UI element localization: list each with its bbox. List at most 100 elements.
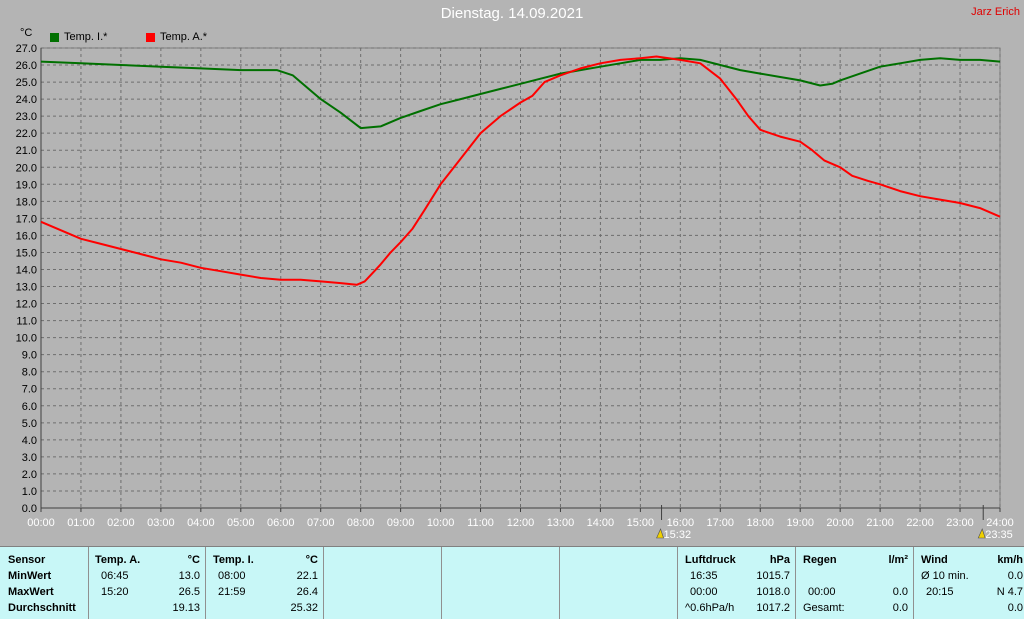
temp-i-unit: °C <box>305 554 318 566</box>
pressure-r3-label: ^0.6hPa/h <box>685 602 735 614</box>
x-tick-label: 15:00 <box>627 517 655 529</box>
y-tick-label: 1.0 <box>22 486 37 498</box>
x-tick-label: 14:00 <box>587 517 615 529</box>
x-tick-label: 07:00 <box>307 517 335 529</box>
temp-i-max-time: 21:59 <box>218 586 246 598</box>
legend-item-indoor: Temp. I.* <box>50 31 107 43</box>
y-tick-label: 2.0 <box>22 469 37 481</box>
marker-label: 23:35 <box>985 529 1013 541</box>
x-tick-label: 02:00 <box>107 517 135 529</box>
pressure-unit: hPa <box>769 554 790 566</box>
y-tick-label: 5.0 <box>22 418 37 430</box>
legend-swatch-outdoor <box>146 32 155 42</box>
y-tick-label: 18.0 <box>16 196 37 208</box>
pressure-column: Luftdruck hPa 16:35 1015.7 00:00 1018.0 … <box>677 547 796 619</box>
y-tick-label: 19.0 <box>16 179 37 191</box>
y-tick-label: 20.0 <box>16 162 37 174</box>
rain-r2-value: 0.0 <box>892 586 908 598</box>
pressure-r3-value: 1017.2 <box>756 602 790 614</box>
rain-r3-value: 0.0 <box>892 602 908 614</box>
y-tick-label: 13.0 <box>16 282 37 294</box>
temp-a-unit: °C <box>187 554 200 566</box>
y-tick-label: 14.0 <box>16 264 37 276</box>
wind-r1-value: 0.0 <box>1007 570 1023 582</box>
marker-label: 15:32 <box>664 529 692 541</box>
x-tick-label: 12:00 <box>507 517 535 529</box>
pressure-r2-label: 00:00 <box>690 586 718 598</box>
temp-i-min-time: 08:00 <box>218 570 246 582</box>
wind-r1-label: Ø 10 min. <box>921 570 969 582</box>
sensor-column: Sensor MinWert MaxWert Durchschnitt <box>0 547 88 619</box>
x-tick-label: 05:00 <box>227 517 255 529</box>
wind-r3-value: 0.0 <box>1007 602 1023 614</box>
marker-icon <box>977 528 986 539</box>
row-label-min: MinWert <box>8 570 52 582</box>
rain-r2-label: 00:00 <box>808 586 836 598</box>
wind-r2-value: N 4.7 <box>996 586 1023 598</box>
temp-i-header: Temp. I. <box>213 554 254 566</box>
x-tick-label: 04:00 <box>187 517 215 529</box>
x-tick-label: 20:00 <box>826 517 854 529</box>
pressure-r1-value: 1015.7 <box>756 570 790 582</box>
wind-column: Wind km/h Ø 10 min. 0.0 20:15 N 4.7 0.0 <box>913 547 1024 619</box>
legend-label-indoor: Temp. I.* <box>64 31 108 43</box>
temperature-chart: 0.0 1.0 2.0 3.0 4.0 5.0 6.0 7.0 8.0 9.0 10.0 11.0 12… <box>16 43 1014 541</box>
y-tick-label: 3.0 <box>22 452 37 464</box>
temp-a-max-value: 26.5 <box>178 586 200 598</box>
x-tick-label: 01:00 <box>67 517 95 529</box>
x-tick-label: 03:00 <box>147 517 175 529</box>
x-tick-label: 06:00 <box>267 517 295 529</box>
series-line-indoor <box>40 57 1001 130</box>
temp-a-min-time: 06:45 <box>101 570 129 582</box>
summary-panel: Sensor MinWert MaxWert Durchschnitt Temp… <box>0 546 1024 619</box>
y-tick-label: 0.0 <box>22 503 37 515</box>
temp-a-header: Temp. A. <box>95 554 141 566</box>
marker-icon <box>656 528 664 539</box>
y-tick-label: 25.0 <box>16 77 37 89</box>
x-tick-label: 19:00 <box>786 517 814 529</box>
x-tick-label: 10:00 <box>427 517 455 529</box>
y-axis-unit: °C <box>20 27 33 39</box>
y-tick-label: 24.0 <box>16 94 37 106</box>
x-tick-label: 21:00 <box>866 517 894 529</box>
wind-header: Wind <box>921 554 948 566</box>
temp-a-max-time: 15:20 <box>101 586 129 598</box>
empty-column-3 <box>559 547 678 619</box>
y-tick-label: 21.0 <box>16 145 37 157</box>
pressure-r1-label: 16:35 <box>690 570 718 582</box>
legend-label-outdoor: Temp. A.* <box>160 31 208 43</box>
y-tick-label: 17.0 <box>16 213 37 225</box>
y-tick-label: 27.0 <box>16 43 37 55</box>
empty-column-2 <box>441 547 560 619</box>
y-tick-label: 9.0 <box>22 350 37 362</box>
temp-i-avg: 25.32 <box>290 602 318 614</box>
y-tick-label: 4.0 <box>22 435 37 447</box>
x-tick-label: 00:00 <box>27 517 55 529</box>
wind-unit: km/h <box>997 554 1023 566</box>
temp-a-avg: 19.13 <box>172 602 200 614</box>
y-tick-label: 12.0 <box>16 299 37 311</box>
x-tick-label: 22:00 <box>906 517 934 529</box>
x-tick-label: 16:00 <box>667 517 695 529</box>
pressure-header: Luftdruck <box>685 554 736 566</box>
temp-i-max-value: 26.4 <box>296 586 318 598</box>
y-tick-label: 15.0 <box>16 247 37 259</box>
sensor-header: Sensor <box>8 554 46 566</box>
rain-unit: l/m² <box>888 554 908 566</box>
wind-r2-label: 20:15 <box>926 586 954 598</box>
y-tick-label: 11.0 <box>16 316 37 328</box>
x-tick-label: 17:00 <box>707 517 735 529</box>
temp-a-column: Temp. A. °C 06:45 13.0 15:20 26.5 19.13 <box>88 547 206 619</box>
empty-column-1 <box>323 547 442 619</box>
legend-swatch-indoor <box>50 32 59 42</box>
series-line-outdoor <box>40 55 1001 286</box>
row-label-avg: Durchschnitt <box>8 602 76 614</box>
rain-header: Regen <box>803 554 837 566</box>
legend-item-outdoor: Temp. A.* <box>146 31 207 43</box>
temp-i-min-value: 22.1 <box>296 570 318 582</box>
rain-column: Regen l/m² 00:00 0.0 Gesamt: 0.0 <box>795 547 914 619</box>
x-tick-label: 23:00 <box>946 517 974 529</box>
temp-i-column: Temp. I. °C 08:00 22.1 21:59 26.4 25.32 <box>205 547 324 619</box>
x-tick-label: 24:00 <box>986 517 1014 529</box>
y-tick-label: 16.0 <box>16 230 37 242</box>
